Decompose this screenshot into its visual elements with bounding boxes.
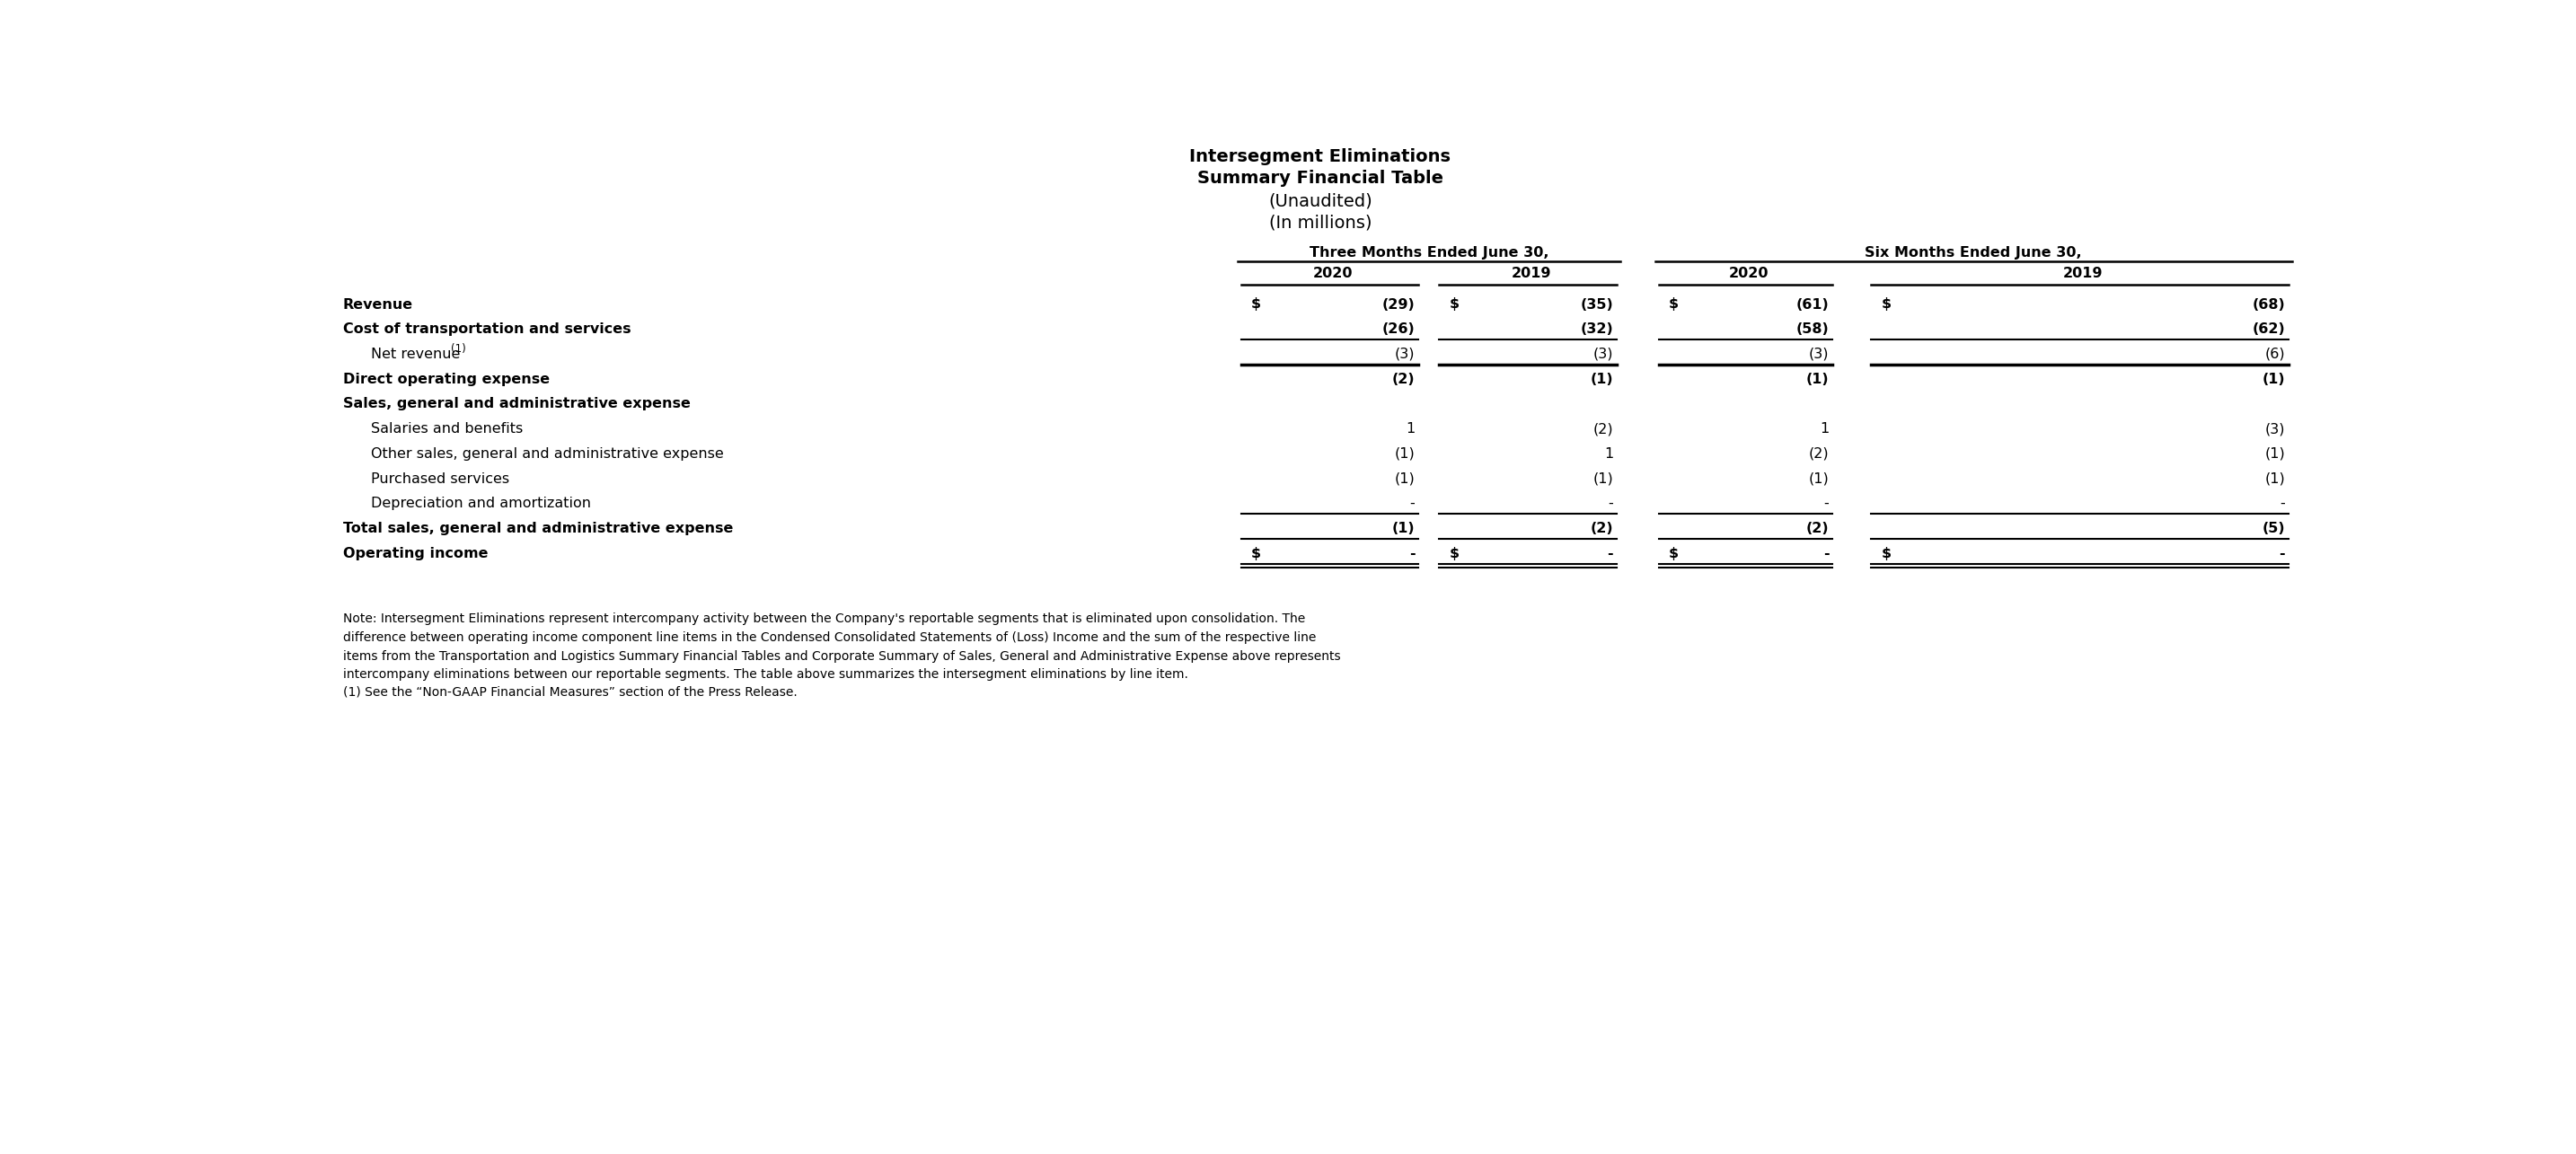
Text: $: $ [1669, 298, 1680, 312]
Text: Other sales, general and administrative expense: Other sales, general and administrative … [371, 447, 724, 460]
Text: (2): (2) [1592, 422, 1613, 436]
Text: (35): (35) [1579, 298, 1613, 312]
Text: Sales, general and administrative expense: Sales, general and administrative expens… [343, 397, 690, 411]
Text: -: - [1824, 497, 1829, 510]
Text: (1): (1) [1394, 472, 1414, 486]
Text: (1): (1) [2262, 373, 2285, 385]
Text: (1): (1) [1391, 522, 1414, 535]
Text: Depreciation and amortization: Depreciation and amortization [371, 497, 590, 510]
Text: (26): (26) [1381, 323, 1414, 336]
Text: Salaries and benefits: Salaries and benefits [371, 422, 523, 436]
Text: 1: 1 [1819, 422, 1829, 436]
Text: (1): (1) [2264, 472, 2285, 486]
Text: (3): (3) [2264, 422, 2285, 436]
Text: (68): (68) [2251, 298, 2285, 312]
Text: (Unaudited): (Unaudited) [1267, 193, 1373, 209]
Text: Cost of transportation and services: Cost of transportation and services [343, 323, 631, 336]
Text: -: - [1409, 547, 1414, 560]
Text: -: - [1607, 497, 1613, 510]
Text: 1: 1 [1605, 447, 1613, 460]
Text: 1: 1 [1406, 422, 1414, 436]
Text: $: $ [1252, 547, 1262, 560]
Text: -: - [2280, 497, 2285, 510]
Text: 2019: 2019 [2063, 267, 2102, 280]
Text: $: $ [1880, 547, 1891, 560]
Text: (61): (61) [1795, 298, 1829, 312]
Text: (2): (2) [1589, 522, 1613, 535]
Text: $: $ [1450, 298, 1461, 312]
Text: -: - [1409, 497, 1414, 510]
Text: -: - [2280, 547, 2285, 560]
Text: (1): (1) [1394, 447, 1414, 460]
Text: (3): (3) [1592, 347, 1613, 361]
Text: (1): (1) [1592, 472, 1613, 486]
Text: (1): (1) [1589, 373, 1613, 385]
Text: Operating income: Operating income [343, 547, 487, 560]
Text: (2): (2) [1806, 522, 1829, 535]
Text: (62): (62) [2251, 323, 2285, 336]
Text: -: - [1607, 547, 1613, 560]
Text: 2020: 2020 [1728, 267, 1770, 280]
Text: -: - [1824, 547, 1829, 560]
Text: Note: Intersegment Eliminations represent intercompany activity between the Comp: Note: Intersegment Eliminations represen… [343, 613, 1340, 681]
Text: Net revenue: Net revenue [371, 347, 464, 361]
Text: Revenue: Revenue [343, 298, 412, 312]
Text: (29): (29) [1381, 298, 1414, 312]
Text: $: $ [1450, 547, 1461, 560]
Text: Total sales, general and administrative expense: Total sales, general and administrative … [343, 522, 734, 535]
Text: (1): (1) [1808, 472, 1829, 486]
Text: $: $ [1252, 298, 1262, 312]
Text: Six Months Ended June 30,: Six Months Ended June 30, [1865, 246, 2081, 260]
Text: Summary Financial Table: Summary Financial Table [1198, 170, 1443, 187]
Text: Direct operating expense: Direct operating expense [343, 373, 549, 385]
Text: Purchased services: Purchased services [371, 472, 510, 486]
Text: (3): (3) [1808, 347, 1829, 361]
Text: (1): (1) [451, 343, 466, 354]
Text: (In millions): (In millions) [1270, 215, 1370, 231]
Text: Three Months Ended June 30,: Three Months Ended June 30, [1309, 246, 1548, 260]
Text: (1) See the “Non-GAAP Financial Measures” section of the Press Release.: (1) See the “Non-GAAP Financial Measures… [343, 685, 796, 698]
Text: 2020: 2020 [1314, 267, 1352, 280]
Text: $: $ [1669, 547, 1680, 560]
Text: (6): (6) [2264, 347, 2285, 361]
Text: (58): (58) [1795, 323, 1829, 336]
Text: $: $ [1880, 298, 1891, 312]
Text: (32): (32) [1579, 323, 1613, 336]
Text: (2): (2) [1808, 447, 1829, 460]
Text: 2019: 2019 [1512, 267, 1551, 280]
Text: (2): (2) [1391, 373, 1414, 385]
Text: (1): (1) [2264, 447, 2285, 460]
Text: (1): (1) [1806, 373, 1829, 385]
Text: (3): (3) [1394, 347, 1414, 361]
Text: (5): (5) [2262, 522, 2285, 535]
Text: Intersegment Eliminations: Intersegment Eliminations [1190, 148, 1450, 165]
